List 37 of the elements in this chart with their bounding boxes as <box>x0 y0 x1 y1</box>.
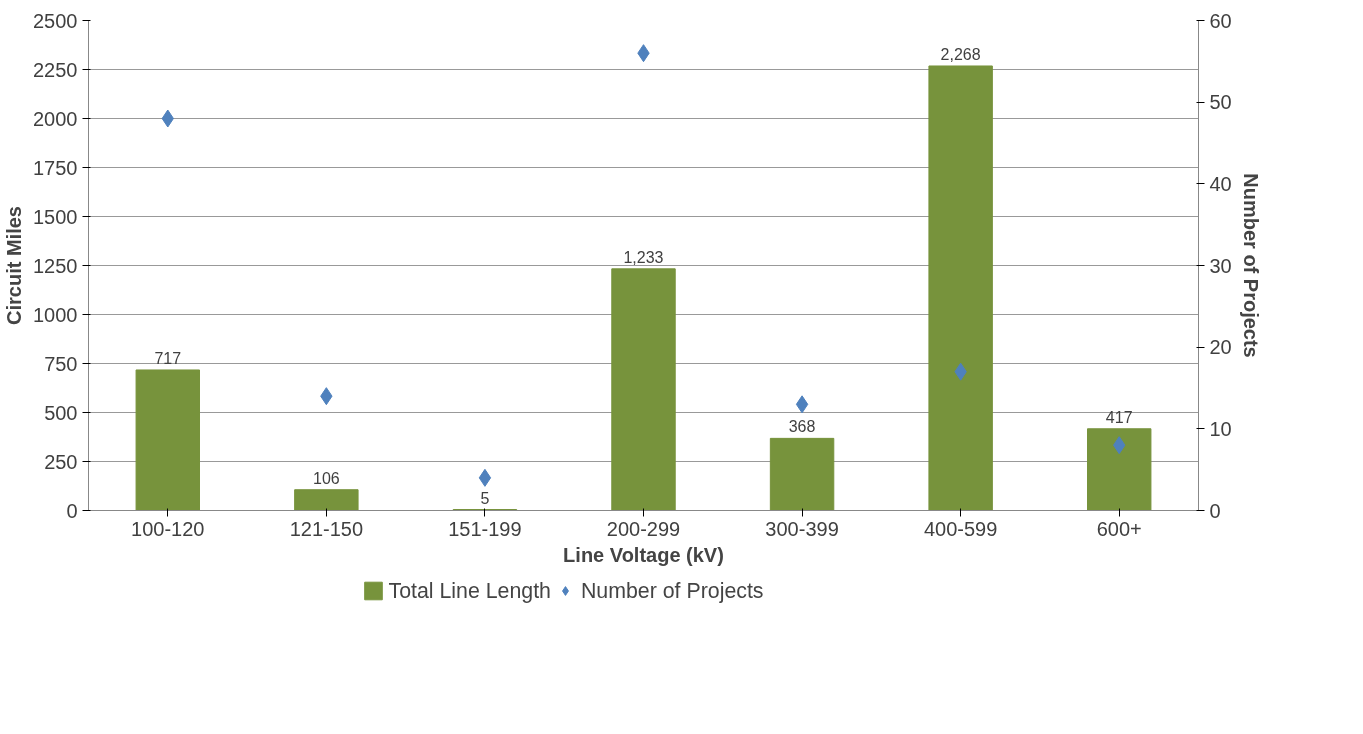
y2-tick-label: 60 <box>1209 9 1232 32</box>
data-label: 368 <box>788 418 816 436</box>
y2-tick-label: 40 <box>1209 172 1232 195</box>
y-tick-label: 1000 <box>33 303 78 326</box>
x-tick-label: 400-599 <box>923 517 998 540</box>
y2-tick-label: 20 <box>1209 336 1232 359</box>
y2-tick-label: 10 <box>1209 417 1232 440</box>
y-axis-title: Circuit Miles <box>3 206 26 325</box>
y-tick-label: 2000 <box>33 107 78 130</box>
y-tick-label: 2250 <box>33 58 78 81</box>
data-label: 417 <box>1105 408 1133 426</box>
data-label: 106 <box>313 469 340 487</box>
legend-label: Number of Projects <box>580 578 764 603</box>
y-tick-label: 1750 <box>33 156 78 179</box>
data-label: 1,233 <box>623 248 664 266</box>
y-tick-label: 2500 <box>33 9 78 32</box>
data-label: 2,268 <box>940 45 981 63</box>
x-tick-label: 300-399 <box>765 517 839 540</box>
y2-axis-title: Number of Projects <box>1239 173 1262 358</box>
y-tick-label: 500 <box>44 401 78 424</box>
y-tick-label: 250 <box>44 450 78 473</box>
y-tick-label: 1500 <box>33 205 78 228</box>
y2-tick-label: 30 <box>1209 254 1232 277</box>
y2-tick-label: 0 <box>1209 499 1221 522</box>
y-tick-label: 0 <box>66 499 78 522</box>
y-tick-label: 1250 <box>33 254 78 277</box>
x-tick-label: 600+ <box>1096 517 1142 540</box>
data-label: 717 <box>154 349 182 367</box>
y-tick-label: 750 <box>44 352 78 375</box>
data-label: 5 <box>480 489 490 507</box>
x-tick-label: 100-120 <box>131 517 205 540</box>
x-axis-title: Line Voltage (kV) <box>563 543 724 566</box>
x-tick-label: 121-150 <box>289 517 364 540</box>
x-tick-label: 200-299 <box>606 517 681 540</box>
legend-label: Total Line Length <box>388 578 551 603</box>
y2-tick-label: 50 <box>1209 91 1232 114</box>
x-tick-label: 151-199 <box>448 517 522 540</box>
